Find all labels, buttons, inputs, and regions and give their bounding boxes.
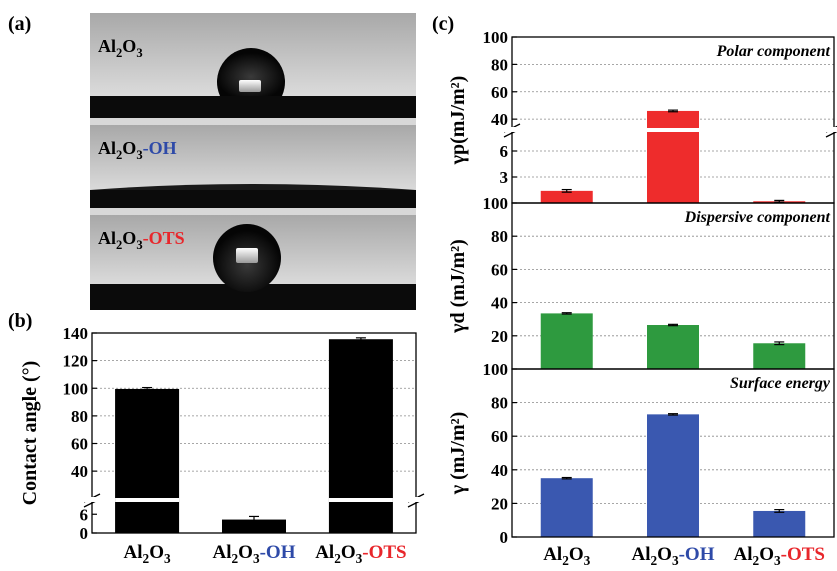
- ytick-b-up-3: 100: [63, 379, 89, 398]
- ytick-c2-1: 40: [491, 294, 508, 313]
- ytick-c3-4: 80: [491, 394, 508, 413]
- bar-c1-1: [647, 110, 699, 203]
- bar-c3-2: [753, 510, 806, 537]
- ytick-b-lo-1: 6: [80, 505, 89, 524]
- photo-label-0: Al2O3: [98, 36, 143, 60]
- panel-label-a: (a): [8, 13, 31, 35]
- chart-c1: 40 60 80 100 3 6 Polar component γp(mJ/m²): [447, 28, 837, 204]
- plot-frame: [91, 332, 417, 534]
- chart-c3: 0 20 40 60 80 100 Surface energy γ (mJ/m²): [447, 360, 835, 547]
- chart-b: 40 60 80 100 120 140 06 Contact angle (°) Al2O3 A…: [19, 324, 425, 566]
- title-c1: Polar component: [716, 43, 831, 60]
- axis-break-b-left-gap: [83, 497, 101, 502]
- chart-c2: 20 40 60 80 100 Dispersive component γd (mJ/m²…: [447, 194, 835, 370]
- bar-b-break-2: [328, 498, 393, 502]
- ytick-c1-up-0: 40: [491, 110, 508, 129]
- bar-b-break-0: [115, 498, 180, 502]
- bar-b-0: [115, 388, 180, 533]
- ylabel-c1: γp(mJ/m²): [447, 76, 469, 166]
- panel-label-b: (b): [8, 310, 32, 332]
- plot-frame: [511, 368, 835, 538]
- ytick-c1-lo-0: 3: [500, 168, 509, 187]
- xtick-c-2: Al2O3-OTS: [734, 544, 825, 566]
- axis-break-b-right-gap: [407, 497, 425, 502]
- photo-label-1: Al2O3-OH: [98, 138, 177, 162]
- ytick-c2-4: 100: [483, 194, 509, 213]
- ytick-b-up-5: 140: [63, 324, 89, 343]
- bar-b-1: [222, 519, 286, 533]
- ytick-b-lo-0: 0: [80, 524, 89, 543]
- xtick-c-1: Al2O3-OH: [632, 544, 715, 566]
- ytick-b-up-2: 80: [71, 407, 88, 426]
- ytick-c3-3: 60: [491, 427, 508, 446]
- ytick-c3-0: 0: [500, 528, 509, 547]
- ytick-c2-0: 20: [491, 327, 508, 346]
- ytick-c3-1: 20: [491, 494, 508, 513]
- photo-al2o3-ots: [90, 215, 416, 310]
- ytick-b-up-4: 120: [63, 352, 89, 371]
- photo-labels: Al2O3 Al2O3-OH Al2O3-OTS: [98, 36, 185, 252]
- bar-c3-1: [647, 414, 699, 537]
- xtick-b-1: Al2O3-OH: [213, 542, 296, 566]
- bar-c1-0: [540, 190, 593, 203]
- ytick-c1-up-1: 60: [491, 83, 508, 102]
- photo-al2o3-oh: [90, 125, 416, 215]
- ytick-c3-2: 40: [491, 461, 508, 480]
- photo-label-2: Al2O3-OTS: [98, 228, 185, 252]
- ylabel-c2: γd (mJ/m²): [447, 239, 469, 334]
- ylabel-b: Contact angle (°): [19, 361, 41, 506]
- xtick-b-2: Al2O3-OTS: [315, 542, 406, 566]
- axis-break-c1-left-gap: [503, 127, 521, 132]
- title-c2: Dispersive component: [684, 209, 831, 226]
- ylabel-c3: γ (mJ/m²): [447, 412, 469, 496]
- ytick-c1-up-2: 80: [491, 55, 508, 74]
- ytick-c2-2: 60: [491, 260, 508, 279]
- xtick-b-0: Al2O3: [124, 542, 171, 566]
- bar-c2-0: [540, 313, 593, 369]
- bar-b-2: [328, 339, 393, 533]
- panel-label-c: (c): [432, 13, 454, 35]
- ytick-c2-3: 80: [491, 227, 508, 246]
- ytick-c1-lo-1: 6: [500, 142, 509, 161]
- bar-c2-2: [753, 343, 806, 369]
- bar-c2-1: [647, 325, 699, 369]
- photo-al2o3: [90, 13, 416, 125]
- bar-c3-0: [540, 478, 593, 537]
- axis-break-c1-right-gap: [825, 127, 837, 132]
- ytick-b-up-0: 40: [71, 462, 88, 481]
- ytick-c1-up-3: 100: [483, 28, 509, 47]
- bar-c1-break-1: [647, 128, 699, 132]
- ytick-c3-5: 100: [483, 360, 509, 379]
- title-c3: Surface energy: [730, 375, 831, 392]
- photo-panel: [90, 13, 416, 310]
- xtick-c-0: Al2O3: [543, 544, 590, 566]
- ytick-b-up-1: 60: [71, 435, 88, 454]
